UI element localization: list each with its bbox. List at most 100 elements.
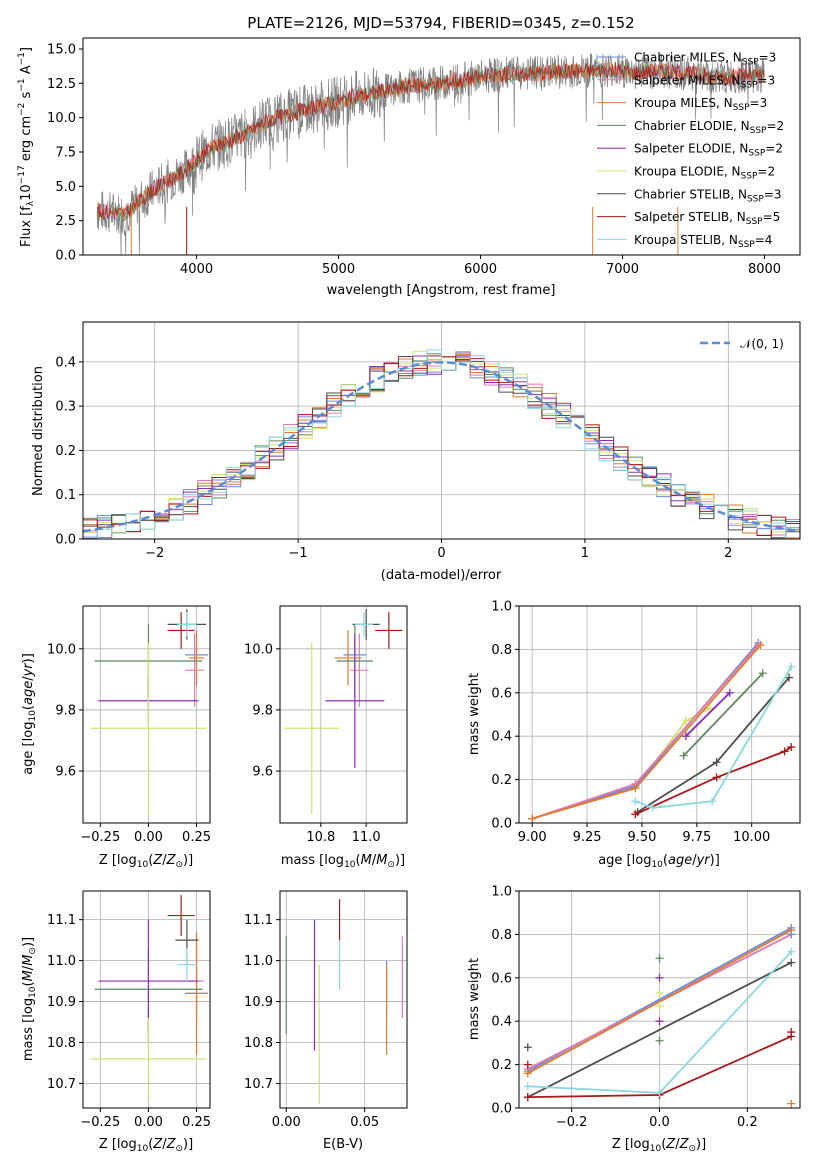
x-tick-label: 11.0 [352, 830, 381, 845]
point-marker-chabrier_miles [787, 930, 796, 939]
y-tick-label: 0.2 [491, 773, 512, 788]
x-tick-label: 10.8 [306, 830, 335, 845]
point-marker-kroupa_miles [787, 1099, 796, 1108]
point-marker-chabrier_elodie [655, 954, 664, 963]
y-tick-label: 0.3 [55, 400, 76, 415]
mass-age-panel: 10.8 11.0 9.6 9.8 10.0 mass [log10(M/M⊙)] [244, 605, 408, 870]
point-marker-kroupa_elodie [655, 1002, 664, 1011]
point-marker-chabrier_stelib [787, 958, 796, 967]
y-tick-label: 11.1 [47, 913, 76, 928]
y-tick-label: 0.0 [55, 533, 76, 548]
point-marker-kroupa_elodie [681, 717, 690, 726]
z-age-axes-frame [82, 605, 211, 824]
y-tick-label: 0.0 [491, 1102, 512, 1117]
z-mass-y-axis-label: mass [log10(M/M⊙)] [21, 937, 38, 1061]
y-tick-label: 1.0 [491, 600, 512, 615]
point-marker-kroupa_miles [631, 784, 640, 793]
y-tick-label: 0.0 [55, 249, 76, 264]
mass-age-x-axis-label: mass [log10(M/M⊙)] [281, 853, 405, 870]
x-tick-label: −2 [145, 546, 164, 561]
y-tick-label: 0.6 [491, 686, 512, 701]
x-tick-label: 0.00 [134, 830, 163, 845]
series-line-salpeter_elodie [685, 692, 731, 737]
legend-label-kroupa_elodie: Kroupa ELODIE, NSSP=2 [634, 165, 775, 182]
y-tick-label: 11.0 [244, 954, 273, 969]
y-tick-label: 2.5 [55, 214, 76, 229]
spectrum-axes-frame [82, 37, 801, 256]
x-tick-label: 0.25 [182, 1115, 211, 1130]
residual-histogram-panel: 𝒩(0, 1) −2 −1 0 1 2 0.0 0.1 0.2 0.3 0.4 (data-mod… [31, 321, 801, 583]
x-tick-label: 0.00 [134, 1115, 163, 1130]
legend-label-kroupa_stelib: Kroupa STELIB, NSSP=4 [634, 233, 772, 250]
z-age-x-axis-label: Z [log10(Z/Z⊙)] [99, 853, 193, 870]
x-tick-label: 10.00 [733, 830, 770, 845]
y-tick-label: 0.1 [55, 488, 76, 503]
point-marker-kroupa_stelib [648, 803, 657, 812]
point-marker-kroupa_stelib [787, 662, 796, 671]
point-marker-salpeter_elodie [681, 732, 690, 741]
ebv-mass-panel: 0.00 0.05 10.7 10.8 10.9 11.0 11.1 E(B-V) [244, 890, 408, 1152]
point-marker-salpeter_stelib [523, 1093, 532, 1102]
point-marker-kroupa_miles [756, 641, 765, 650]
age-weight-x-axis-label: age [log10(age/yr)] [598, 853, 720, 870]
z-weight-panel: −0.2 0.0 0.2 0.0 0.2 0.4 0.6 0.8 1.0 Z [log10(Z/… [467, 885, 801, 1154]
y-tick-label: 9.8 [252, 703, 273, 718]
histogram-kroupa_stelib [83, 349, 800, 539]
observed-spectrum-line [96, 52, 765, 255]
legend-label-chabrier_stelib: Chabrier STELIB, NSSP=3 [634, 187, 782, 204]
legend-label-chabrier_elodie: Chabrier ELODIE, NSSP=2 [634, 119, 784, 136]
y-tick-label: 9.6 [55, 765, 76, 780]
y-tick-label: 9.8 [55, 703, 76, 718]
x-tick-label: 0.00 [272, 1115, 301, 1130]
y-tick-label: 7.5 [55, 145, 76, 160]
chart-title: PLATE=2126, MJD=53794, FIBERID=0345, z=0… [247, 14, 634, 32]
x-tick-label: 8000 [748, 262, 781, 277]
series-line-kroupa_miles [527, 929, 792, 1075]
ebv-mass-x-axis-label: E(B-V) [323, 1137, 363, 1152]
y-tick-label: 0.4 [491, 1015, 512, 1030]
x-tick-label: 6000 [464, 262, 497, 277]
ebv-mass-axes-frame [279, 890, 408, 1109]
series-line-salpeter_stelib [634, 746, 792, 816]
point-marker-salpeter_elodie [655, 1017, 664, 1026]
y-tick-label: 10.0 [47, 111, 76, 126]
y-tick-label: 0.8 [491, 643, 512, 658]
point-marker-salpeter_stelib [787, 1028, 796, 1037]
y-tick-label: 10.7 [244, 1077, 273, 1092]
histogram-y-axis-label: Normed distribution [31, 366, 46, 496]
y-tick-label: 5.0 [55, 180, 76, 195]
y-tick-label: 1.0 [491, 885, 512, 900]
y-tick-label: 11.0 [47, 954, 76, 969]
point-marker-chabrier_elodie [655, 1036, 664, 1045]
point-marker-chabrier_elodie [758, 669, 767, 678]
z-age-panel: −0.25 0.00 0.259.69.810.0 Z [log10(Z/Z⊙)] … [21, 605, 211, 870]
point-marker-kroupa_stelib [708, 797, 717, 806]
legend-label-normal: 𝒩(0, 1) [740, 337, 784, 351]
point-marker-salpeter_stelib [523, 1060, 532, 1069]
x-tick-label: 5000 [322, 262, 355, 277]
histogram-legend: 𝒩(0, 1) [700, 337, 784, 351]
point-marker-chabrier_stelib [785, 673, 794, 682]
legend-label-salpeter_stelib: Salpeter STELIB, NSSP=5 [634, 210, 780, 227]
x-tick-label: 0 [437, 546, 445, 561]
histogram-salpeter_elodie [83, 355, 800, 539]
x-tick-label: 4000 [180, 262, 213, 277]
point-marker-kroupa_stelib [787, 947, 796, 956]
y-tick-label: 0.2 [491, 1058, 512, 1073]
point-marker-salpeter_stelib [787, 743, 796, 752]
z-mass-panel: −0.25 0.00 0.25 10.7 10.8 10.9 11.0 11.1 Z [log… [21, 890, 211, 1154]
y-tick-label: 0.0 [491, 817, 512, 832]
z-weight-x-axis-label: Z [log10(Z/Z⊙)] [612, 1137, 706, 1154]
age-weight-y-axis-label: mass weight [467, 673, 482, 755]
point-marker-kroupa_stelib [523, 1082, 532, 1091]
x-tick-label: 0.25 [182, 830, 211, 845]
x-tick-label: 9.50 [627, 830, 656, 845]
y-tick-label: 10.9 [47, 995, 76, 1010]
point-marker-salpeter_stelib [712, 773, 721, 782]
spectrum-x-axis-label: wavelength [Angstrom, rest frame] [327, 283, 556, 298]
point-marker-chabrier_stelib [523, 1043, 532, 1052]
series-line-chabrier_elodie [682, 672, 764, 757]
spectrum-y-axis-label: Flux [fλ10−17 erg cm−2 s−1 A−1] [17, 47, 36, 247]
y-tick-label: 10.7 [47, 1077, 76, 1092]
x-tick-label: 0.2 [737, 1115, 758, 1130]
